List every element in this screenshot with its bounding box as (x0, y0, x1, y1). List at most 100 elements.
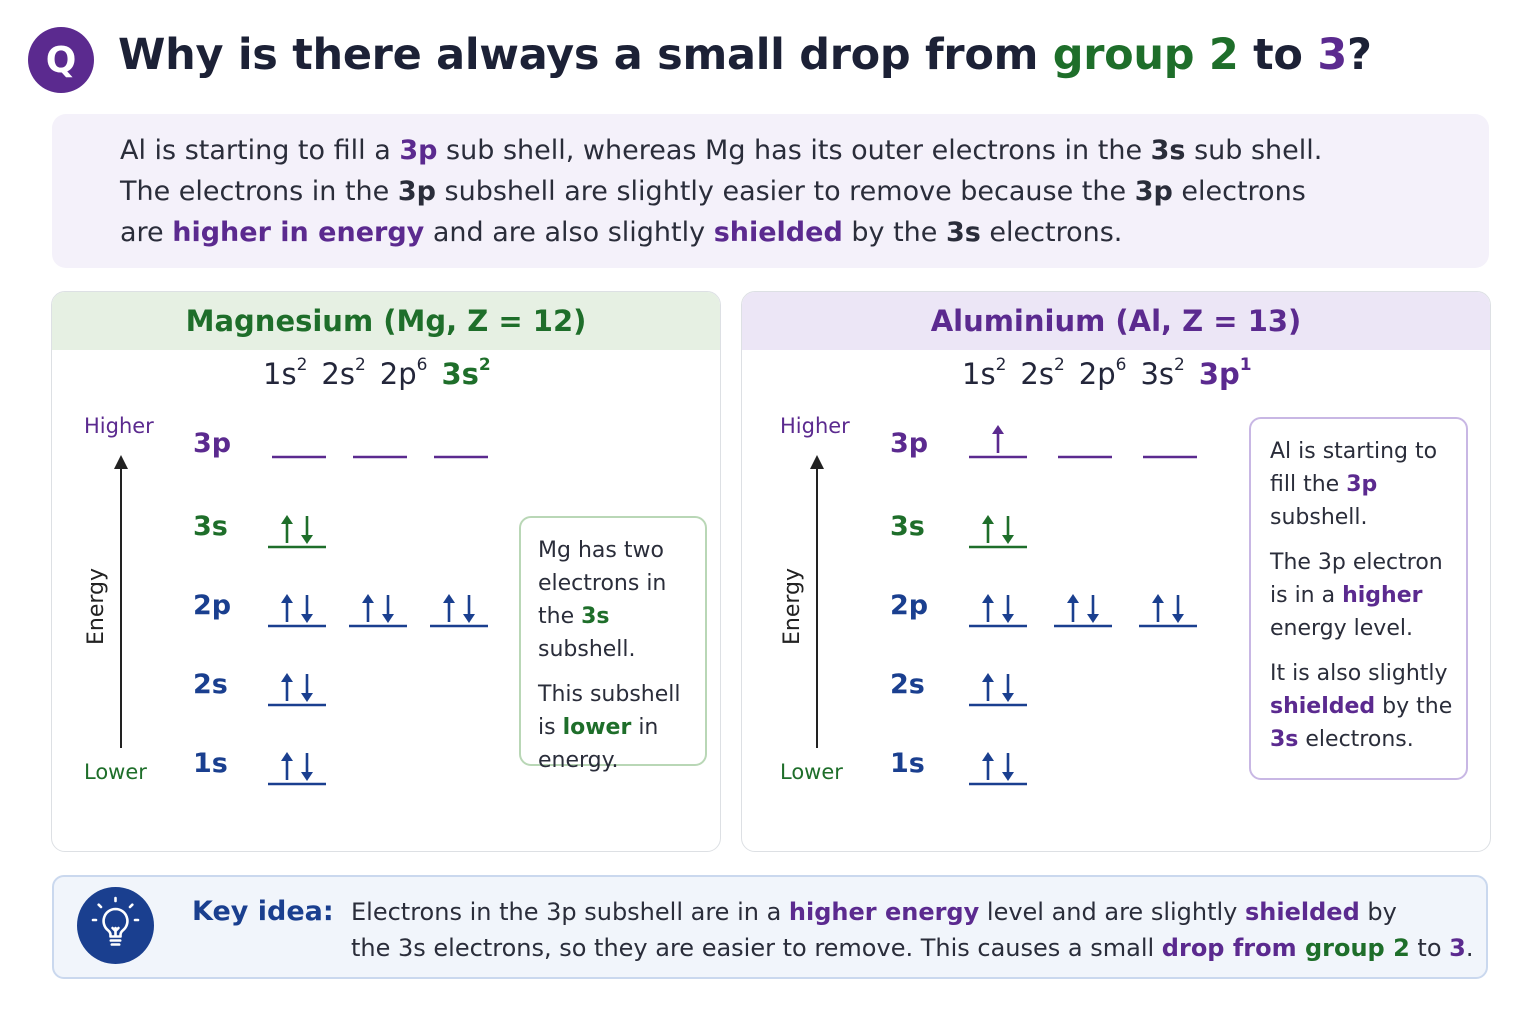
key-idea-box (52, 875, 1488, 979)
subshell-label-1s: 1s (890, 748, 925, 779)
title-group3: 3 (1317, 30, 1347, 80)
orbital-box (268, 670, 326, 710)
subshell-label-3p: 3p (890, 428, 929, 459)
orbital-box (268, 591, 326, 631)
spin-down-arrow (1002, 595, 1014, 623)
spin-down-arrow (1002, 753, 1014, 781)
magnesium-heading: Magnesium (Mg, Z = 12) (52, 292, 720, 350)
text-run: 3 (1449, 934, 1466, 962)
spin-down-arrow (1172, 595, 1184, 623)
note-paragraph: Mg has two electrons in the 3s subshell. (538, 534, 695, 666)
orbital-box (969, 591, 1027, 631)
text-run: higher (1342, 583, 1423, 608)
text-run: electrons (1172, 176, 1306, 207)
text-run: Al is starting to fill the (1270, 439, 1438, 497)
config-term: 2s2 (1020, 355, 1065, 392)
orbital-box (430, 422, 488, 462)
orbital-box (1054, 422, 1112, 462)
magnesium-config: 1s2 2s2 2p6 3s2 (263, 355, 491, 392)
spin-up-arrow (1152, 594, 1164, 622)
magnesium-note: Mg has two electrons in the 3s subshell.… (519, 516, 707, 773)
subshell-label-3p: 3p (193, 428, 232, 459)
spin-down-arrow (301, 516, 313, 544)
text-run: This subshell is (538, 682, 681, 740)
text-run: 3s (945, 217, 981, 248)
text-run: group 2 (1304, 934, 1410, 962)
energy-axis-label: Energy (780, 567, 805, 645)
key-idea-label: Key idea: (192, 896, 334, 927)
energy-axis-line (816, 466, 818, 748)
page-title: Why is there always a small drop from gr… (118, 30, 1372, 80)
text-run: The 3p electron is in a (1270, 550, 1443, 608)
config-electron-count: 6 (1115, 355, 1127, 375)
config-subshell: 2p (1078, 357, 1116, 391)
title-group2: group 2 (1052, 30, 1239, 80)
text-run: Al is starting to fill a (120, 135, 400, 166)
spin-up-arrow (443, 594, 455, 622)
spin-up-arrow (362, 594, 374, 622)
config-term: 3s2 (441, 355, 491, 392)
spin-down-arrow (301, 674, 313, 702)
axis-lower-label: Lower (84, 760, 147, 784)
config-electron-count: 2 (478, 355, 491, 375)
aluminium-heading: Aluminium (Al, Z = 13) (742, 292, 1490, 350)
config-electron-count: 2 (1053, 355, 1065, 375)
text-run: 3p (399, 135, 438, 166)
note-paragraph: Al is starting to fill the 3p subshell. (1270, 435, 1456, 534)
config-electron-count: 2 (995, 355, 1007, 375)
text-run: and are also slightly (424, 217, 714, 248)
config-electron-count: 2 (296, 355, 308, 375)
config-electron-count: 2 (354, 355, 366, 375)
text-run: the 3s electrons, so they are easier to … (351, 934, 1162, 962)
text-run: 3p (1346, 472, 1378, 497)
config-electron-count: 2 (1174, 355, 1185, 375)
config-subshell: 1s (263, 357, 297, 391)
spin-up-arrow (982, 752, 994, 780)
config-term: 2s2 (321, 355, 366, 392)
key-idea-text: Electrons in the 3p subshell are in a hi… (351, 894, 1474, 966)
spin-up-arrow (982, 515, 994, 543)
subshell-label-3s: 3s (890, 511, 925, 542)
text-run: are (120, 217, 173, 248)
energy-axis-line (120, 466, 122, 748)
orbital-box (969, 512, 1027, 552)
aluminium-config: 1s2 2s2 2p6 3s2 3p1 (962, 355, 1252, 392)
config-subshell: 1s (962, 357, 996, 391)
text-run: subshell. (538, 637, 636, 662)
title-text: Why is there always a small drop from (118, 30, 1053, 80)
text-run: The electrons in the (120, 176, 398, 207)
spin-down-arrow (1002, 516, 1014, 544)
spin-down-arrow (382, 595, 394, 623)
energy-axis-arrowhead (810, 455, 824, 469)
text-run: subshell. (1270, 505, 1368, 530)
spin-up-arrow (281, 752, 293, 780)
aluminium-note: Al is starting to fill the 3p subshell. T… (1249, 417, 1468, 780)
spin-down-arrow (301, 753, 313, 781)
text-run: higher energy (788, 898, 980, 926)
note-paragraph: This subshell is lower in energy. (538, 678, 695, 777)
spin-up-arrow (281, 515, 293, 543)
spin-down-arrow (1002, 674, 1014, 702)
text-run: Mg has two electrons in the (538, 538, 667, 629)
orbital-box (1054, 591, 1112, 631)
text-run: . (1465, 934, 1474, 962)
text-run: by the (842, 217, 946, 248)
orbital-box (349, 422, 407, 462)
text-run: level and are slightly (979, 898, 1246, 926)
config-term: 1s2 (962, 355, 1007, 392)
text-run: to (1409, 934, 1450, 962)
text-run: electrons. (980, 217, 1123, 248)
text-run: shielded (713, 217, 843, 248)
intro-line-3: are higher in energy and are also slight… (120, 212, 1480, 253)
text-run: higher in energy (172, 217, 425, 248)
subshell-label-3s: 3s (193, 511, 228, 542)
text-run: 3s (1270, 727, 1299, 752)
title-qmark: ? (1346, 30, 1372, 80)
text-run: drop from (1161, 934, 1305, 962)
subshell-label-2s: 2s (890, 669, 925, 700)
intro-line-2: The electrons in the 3p subshell are sli… (120, 171, 1480, 212)
intro-text: Al is starting to fill a 3p sub shell, w… (120, 130, 1480, 253)
key-idea-line-2: the 3s electrons, so they are easier to … (351, 930, 1474, 966)
config-subshell: 2s (321, 357, 355, 391)
config-electron-count: 6 (416, 355, 428, 375)
